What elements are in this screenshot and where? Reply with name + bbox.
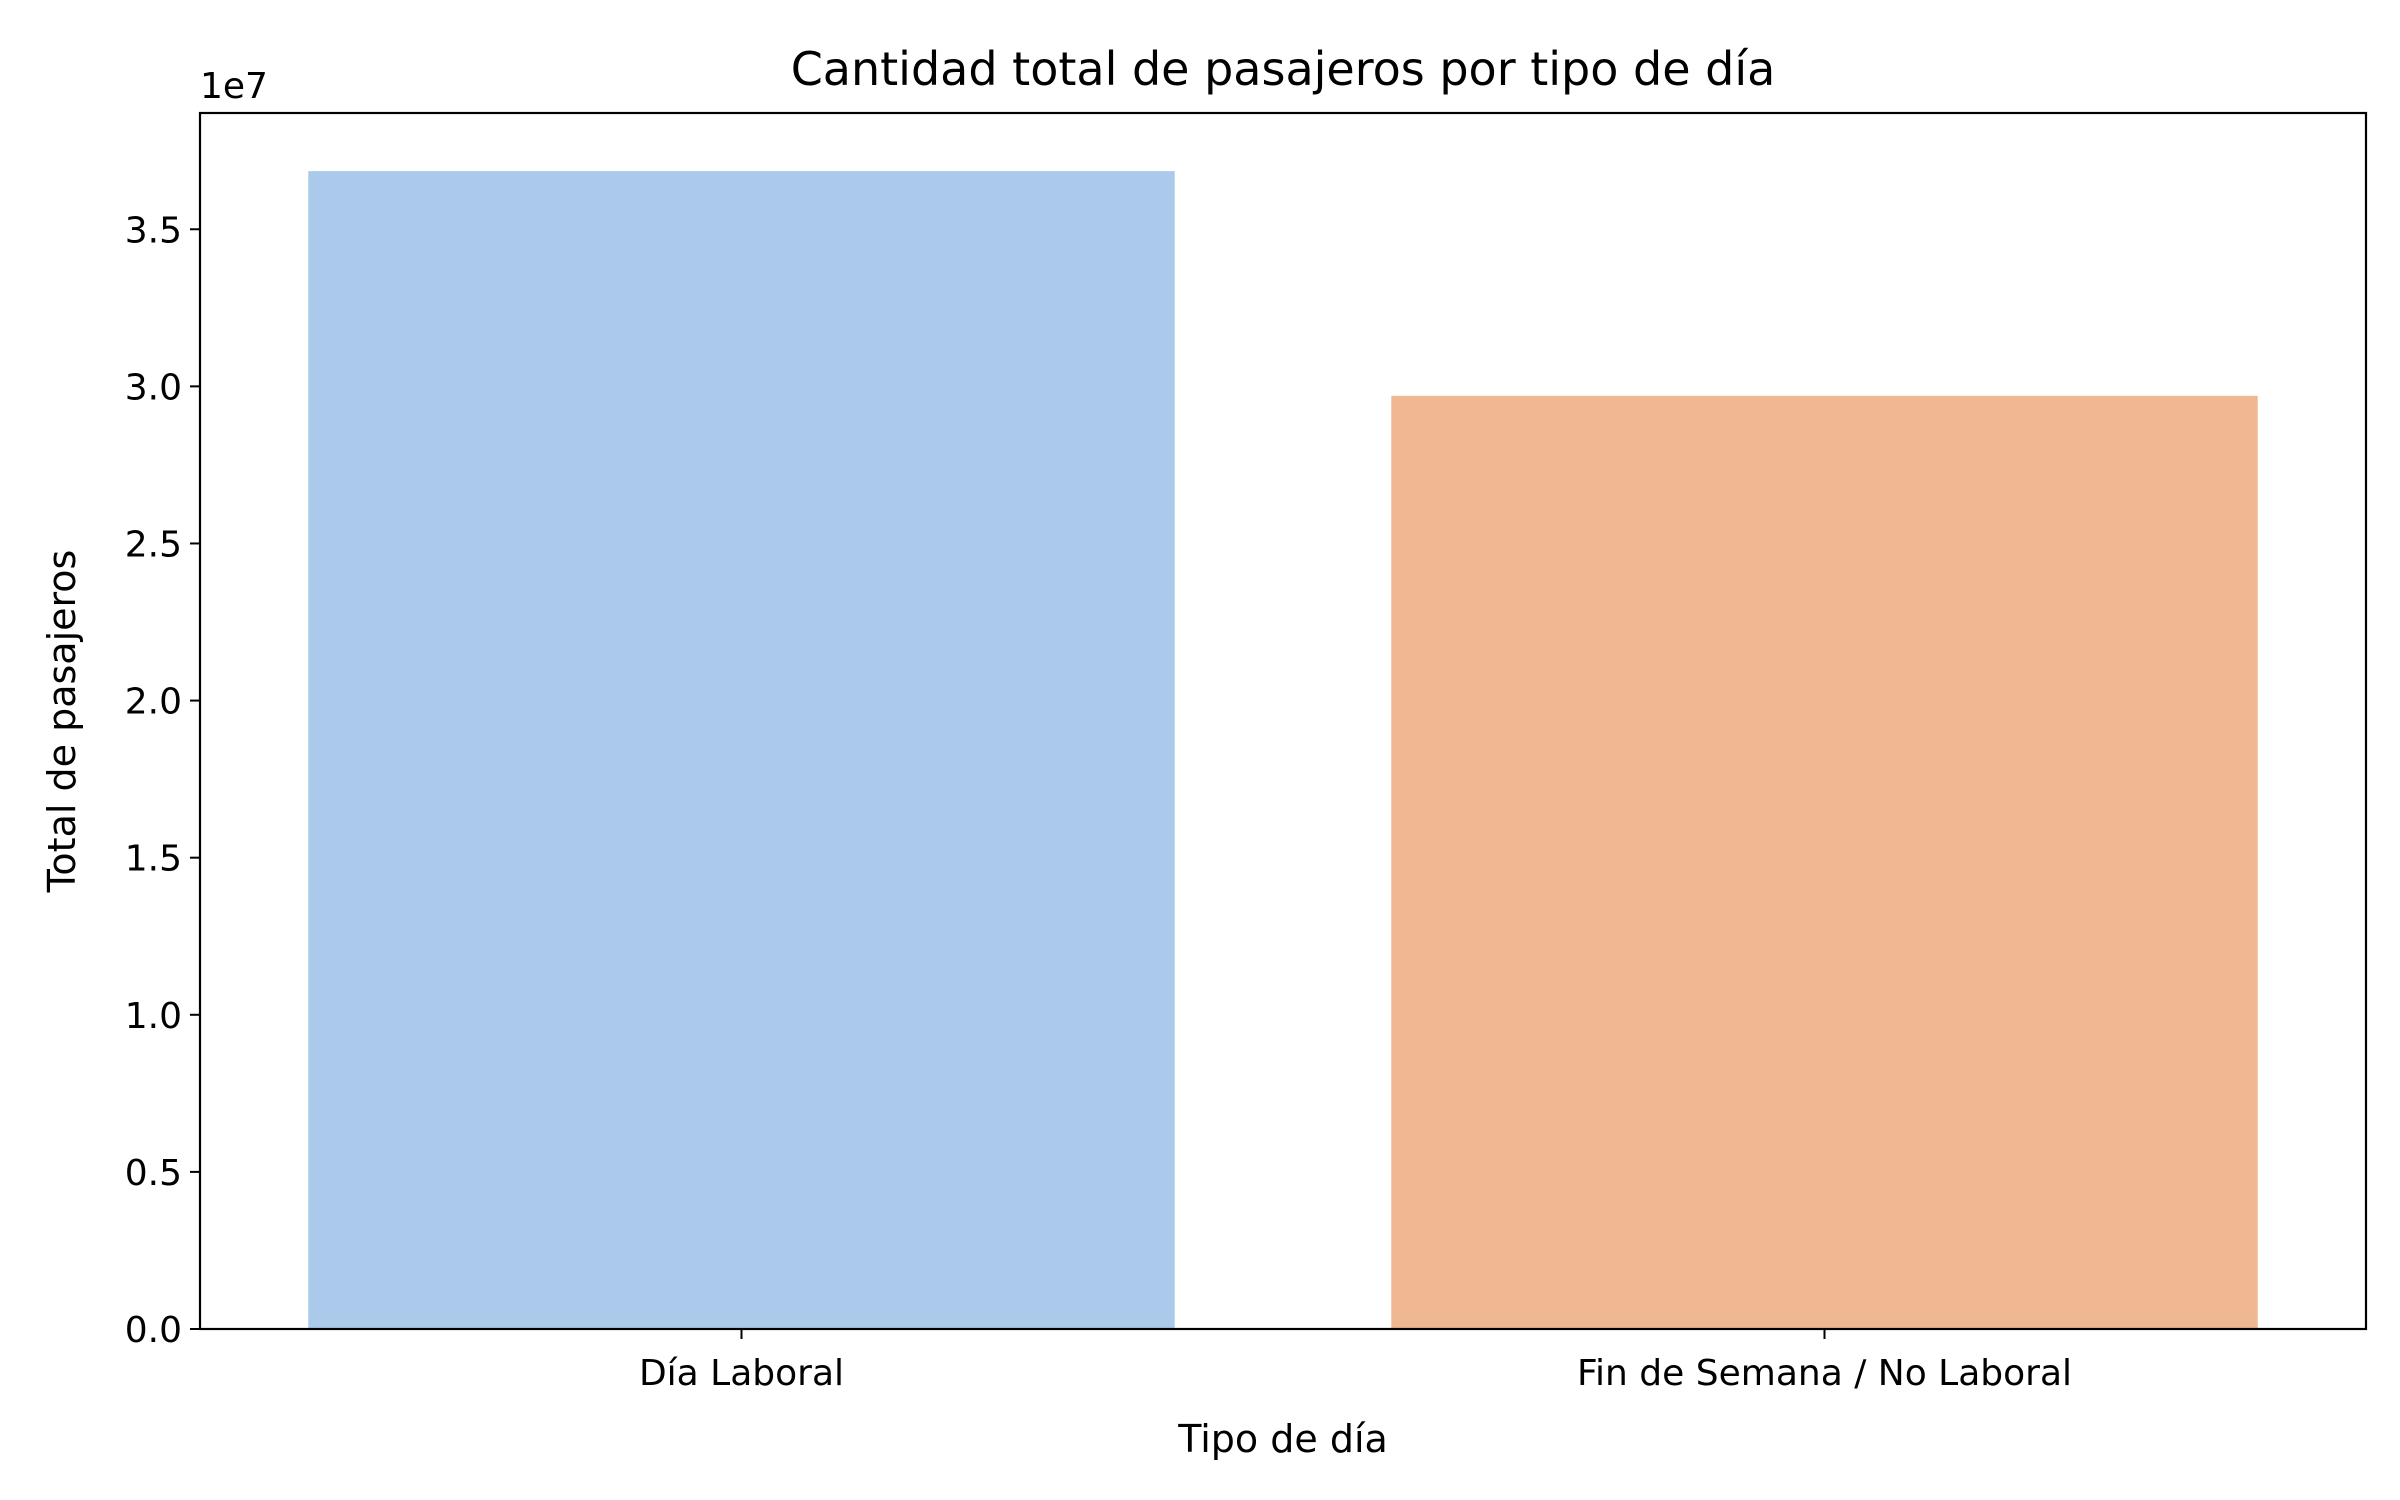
bars-group xyxy=(308,171,2258,1330)
y-axis-label: Total de pasajeros xyxy=(40,550,84,894)
y-tick-label: 1.5 xyxy=(125,839,182,880)
x-axis-label: Tipo de día xyxy=(1177,1417,1388,1461)
chart-title: Cantidad total de pasajeros por tipo de … xyxy=(791,42,1776,96)
y-tick-label: 0.0 xyxy=(125,1310,182,1351)
y-tick-label: 0.5 xyxy=(125,1153,182,1194)
y-tick-label: 2.5 xyxy=(125,524,182,565)
y-offset-label: 1e7 xyxy=(200,66,268,107)
x-tick-label: Fin de Semana / No Laboral xyxy=(1577,1353,2072,1394)
plot-frame xyxy=(198,111,2368,1331)
y-tick-label: 1.0 xyxy=(125,996,182,1037)
x-axis-ticks: Día Laboral Fin de Semana / No Laboral xyxy=(639,1329,2072,1394)
bar-0 xyxy=(308,171,1175,1330)
bar-1 xyxy=(1391,395,2258,1329)
x-tick-label: Día Laboral xyxy=(639,1353,844,1394)
y-tick-label: 3.5 xyxy=(125,210,182,251)
y-tick-label: 2.0 xyxy=(125,682,182,723)
y-axis-ticks: 0.0 0.5 1.0 1.5 2.0 2.5 3.0 3.5 xyxy=(125,210,200,1351)
y-tick-label: 3.0 xyxy=(125,367,182,408)
